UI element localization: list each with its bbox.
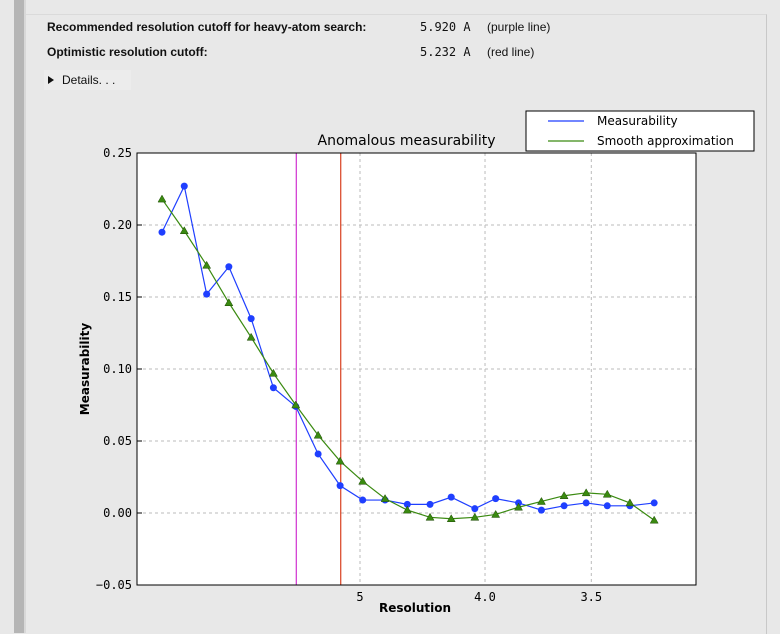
x-tick-label: 3.5 (580, 590, 602, 604)
data-point (225, 263, 233, 271)
data-point (491, 509, 501, 518)
recommended-note: (purple line) (487, 20, 551, 34)
data-point (336, 482, 344, 490)
x-axis-label: Resolution (379, 601, 451, 615)
data-point (314, 450, 322, 458)
data-point (291, 400, 301, 409)
x-tick-label: 5 (356, 590, 363, 604)
optimistic-value: 5.232 A (420, 45, 471, 59)
y-tick-label: 0.25 (103, 146, 132, 160)
data-point (536, 496, 546, 505)
data-point (560, 502, 568, 510)
data-point (514, 502, 523, 511)
data-point (582, 499, 590, 507)
data-point (358, 476, 368, 485)
data-point (180, 182, 188, 190)
data-point (335, 456, 345, 465)
legend-label: Smooth approximation (597, 134, 734, 148)
data-point (402, 505, 412, 514)
data-point (492, 495, 500, 503)
y-tick-label: 0.00 (103, 506, 132, 520)
data-point (403, 500, 411, 508)
data-point (246, 332, 256, 341)
plot-frame (136, 152, 697, 586)
data-point (650, 499, 658, 507)
y-tick-label: 0.20 (103, 218, 132, 232)
data-point (447, 493, 455, 501)
data-point (446, 514, 456, 523)
data-point (157, 194, 167, 203)
data-point (649, 515, 659, 524)
data-point (470, 512, 480, 521)
data-point (268, 368, 278, 377)
data-point (559, 491, 569, 499)
legend-label: Measurability (597, 114, 678, 128)
chart-title: Anomalous measurability (318, 133, 496, 149)
data-point (269, 384, 277, 392)
details-disclosure[interactable]: Details. . . (44, 70, 131, 90)
y-axis-label: Measurability (78, 323, 92, 416)
recommended-value: 5.920 A (420, 20, 471, 34)
legend (525, 110, 755, 152)
data-point (247, 315, 255, 323)
results-panel (26, 14, 767, 634)
data-point (203, 290, 211, 298)
y-tick-label: −0.05 (96, 578, 132, 592)
details-label: Details. . . (62, 73, 116, 87)
recommended-label: Recommended resolution cutoff for heavy-… (47, 20, 367, 34)
data-point (158, 228, 166, 236)
data-point (224, 298, 234, 307)
y-tick-label: 0.05 (103, 434, 132, 448)
data-point (426, 500, 434, 508)
x-tick-label: 4.0 (474, 590, 496, 604)
data-point (625, 498, 635, 507)
y-tick-label: 0.10 (103, 362, 132, 376)
optimistic-note: (red line) (487, 45, 535, 59)
disclosure-triangle-icon (48, 76, 54, 84)
data-point (313, 430, 323, 439)
data-point (380, 494, 390, 502)
data-point (179, 226, 189, 235)
data-point (425, 512, 435, 521)
y-tick-label: 0.15 (103, 290, 132, 304)
left-scrollbar-edge (14, 0, 26, 633)
data-point (471, 505, 479, 513)
data-point (603, 502, 611, 510)
data-point (359, 496, 367, 504)
data-point (537, 506, 545, 514)
data-point (581, 488, 591, 497)
optimistic-label: Optimistic resolution cutoff: (47, 45, 208, 59)
data-point (202, 260, 212, 269)
data-point (602, 489, 612, 498)
